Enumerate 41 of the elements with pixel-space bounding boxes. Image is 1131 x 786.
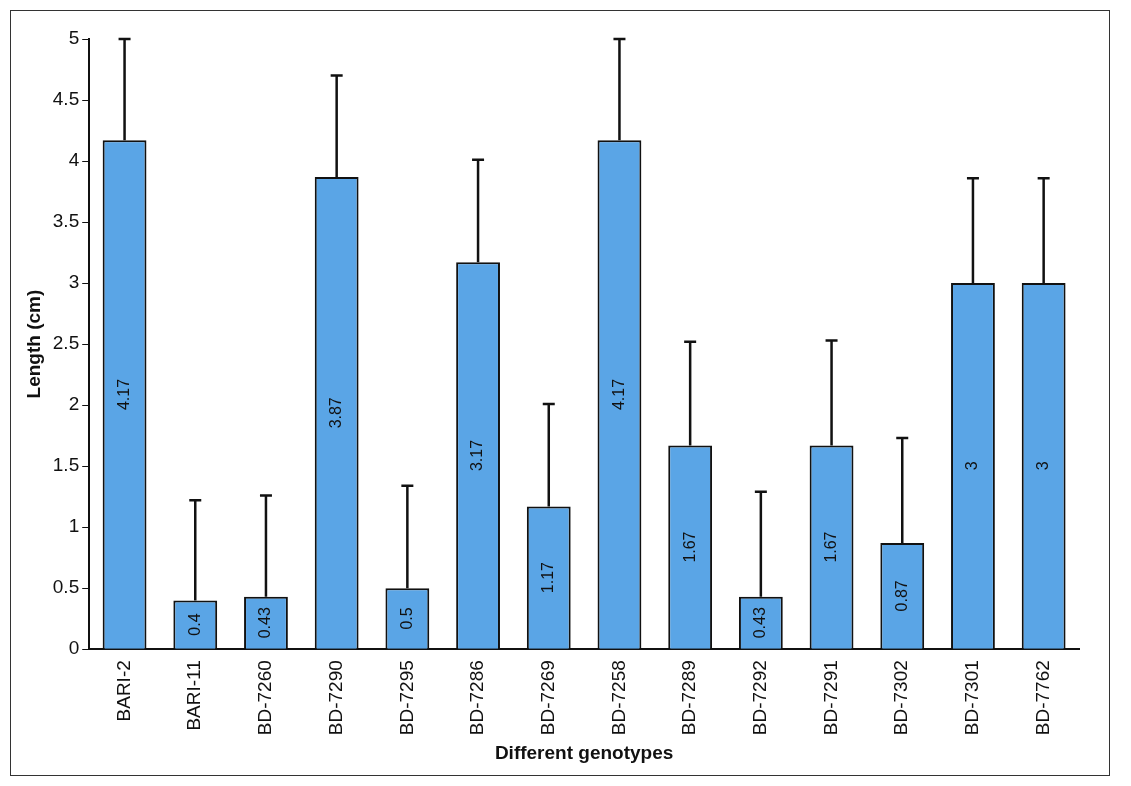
x-tick-label: BARI-2 [112,660,134,722]
y-tick-label: 1 [68,515,80,537]
y-tick-label: 2.5 [52,332,80,354]
data-label: 4.17 [114,378,132,411]
data-label: 1.17 [539,561,557,594]
x-tick-label: BD-7258 [607,660,629,736]
data-label: 4.17 [609,378,627,411]
data-label: 3 [1034,461,1052,471]
x-tick-label: BD-7291 [819,660,841,736]
y-tick-label: 1.5 [52,454,80,476]
data-label: 0.87 [892,580,910,612]
y-tick-label: 4 [68,149,80,171]
x-tick-label: BD-7260 [254,660,276,736]
data-label: 0.5 [397,607,415,630]
y-tick-label: 5 [68,27,80,49]
data-label: 3 [963,461,981,471]
y-tick-label: 0 [68,637,80,659]
data-label: 1.67 [680,531,698,563]
x-tick-label: BD-7292 [749,660,771,736]
y-axis-title: Length (cm) [22,289,44,399]
x-tick-label: BD-7762 [1031,660,1053,736]
x-axis-title: Different genotypes [494,741,674,763]
y-tick-label: 0.5 [52,576,80,598]
data-label: 3.87 [327,397,345,429]
x-tick-label: BD-7302 [890,660,912,736]
data-label: 1.67 [821,531,839,563]
y-tick-label: 3.5 [52,210,80,232]
y-tick-label: 2 [68,393,80,415]
x-tick-label: BD-7269 [536,660,558,736]
y-tick-label: 4.5 [52,88,80,110]
x-tick-label: BD-7286 [466,660,488,736]
x-tick-label: BD-7295 [395,660,417,736]
x-tick-label: BD-7301 [961,660,983,736]
data-label: 0.43 [256,607,274,639]
data-label: 0.43 [751,607,769,639]
x-tick-label: BARI-11 [183,660,205,731]
data-label: 0.4 [185,613,203,636]
data-label: 3.17 [468,439,486,472]
x-tick-label: BD-7289 [678,660,700,736]
y-tick-label: 3 [68,271,80,293]
x-tick-label: BD-7290 [324,660,346,736]
